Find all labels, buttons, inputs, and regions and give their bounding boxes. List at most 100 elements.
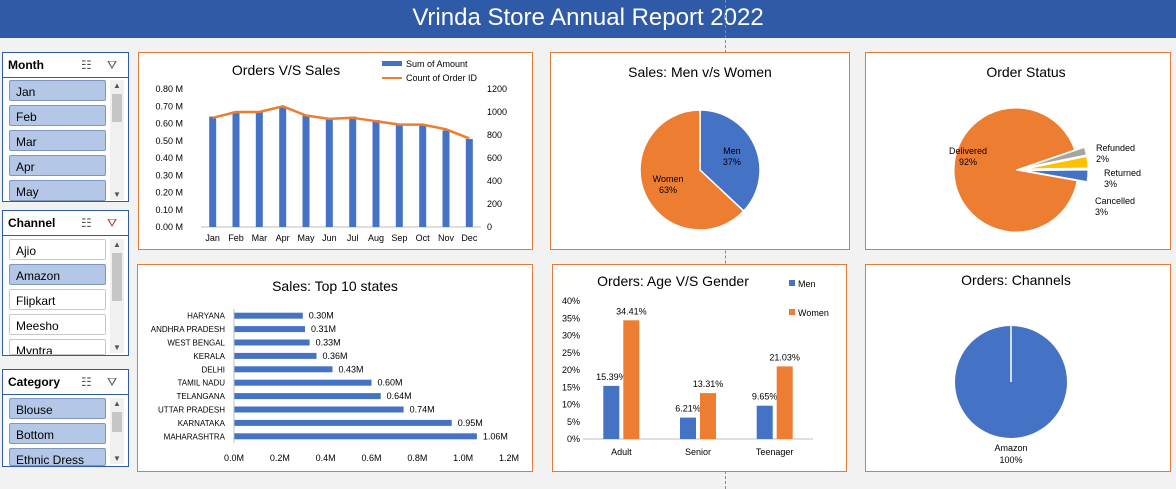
channel-scrollbar[interactable]: ▲ ▼ <box>110 239 124 353</box>
x-tick-label: 0.6M <box>361 453 381 463</box>
month-item-may[interactable]: May <box>9 180 106 201</box>
y-left-tick-label: 0.20 M <box>155 188 183 198</box>
sales-bar <box>372 120 380 227</box>
category-item-blouse[interactable]: Blouse <box>9 398 106 419</box>
channel-item-flipkart[interactable]: Flipkart <box>9 289 106 310</box>
state-bar <box>234 366 333 373</box>
state-bar <box>234 393 381 400</box>
x-tick-label: 0.2M <box>270 453 290 463</box>
scroll-up-icon[interactable]: ▲ <box>113 81 121 90</box>
bar-men <box>603 385 620 439</box>
y-right-tick-label: 800 <box>487 130 502 140</box>
channel-item-myntra[interactable]: Myntra <box>9 339 106 355</box>
y-tick-label: 40% <box>562 296 580 306</box>
state-value-label: 0.74M <box>410 405 435 415</box>
month-item-apr[interactable]: Apr <box>9 155 106 176</box>
state-value-label: 0.60M <box>378 378 403 388</box>
state-bar <box>234 339 310 346</box>
y-tick-label: 25% <box>562 348 580 358</box>
multi-select-icon[interactable]: ☷ <box>81 375 92 389</box>
state-label: UTTAR PRADESH <box>158 406 225 415</box>
y-tick-label: 20% <box>562 365 580 375</box>
category-item-bottom[interactable]: Bottom <box>9 423 106 444</box>
month-scroll-thumb[interactable] <box>112 94 122 122</box>
y-tick-label: 15% <box>562 382 580 392</box>
y-left-tick-label: 0.40 M <box>155 153 183 163</box>
channel-item-amazon[interactable]: Amazon <box>9 264 106 285</box>
age-vs-gender-panel[interactable]: Orders: Age V/S Gender 0% 5% 10% 15% 20% 25% 30… <box>552 264 847 472</box>
state-bar <box>234 379 372 386</box>
scroll-down-icon[interactable]: ▼ <box>113 190 121 199</box>
category-slicer-header: Category ☷ ⛛ <box>3 370 128 395</box>
order-status-panel[interactable]: Order Status Delivered 92% Refunded 2% Return… <box>865 52 1171 250</box>
sales-bar <box>442 130 450 227</box>
x-tick-label: 1.2M <box>499 453 519 463</box>
bar-women <box>776 366 793 439</box>
scroll-up-icon[interactable]: ▲ <box>113 399 121 408</box>
bar-value-label: 13.31% <box>693 379 724 389</box>
scroll-up-icon[interactable]: ▲ <box>113 240 121 249</box>
scroll-down-icon[interactable]: ▼ <box>113 343 121 352</box>
pie-slice-women <box>639 109 745 231</box>
pie-pct-amazon: 100% <box>999 455 1022 465</box>
channels-chart: Orders: Channels Amazon 100% <box>955 272 1071 465</box>
bar-value-label: 34.41% <box>616 306 647 316</box>
x-tick-label: Teenager <box>756 447 794 457</box>
state-label: WEST BENGAL <box>167 339 225 348</box>
multi-select-icon[interactable]: ☷ <box>81 216 92 230</box>
month-item-feb[interactable]: Feb <box>9 105 106 126</box>
orders-vs-sales-chart: Orders V/S Sales Sum of Amount Count of Or… <box>155 59 507 243</box>
x-tick-label: Feb <box>228 233 244 243</box>
legend-label-orders: Count of Order ID <box>406 73 478 83</box>
report-header: Vrinda Store Annual Report 2022 <box>0 0 1176 38</box>
category-slicer: Category ☷ ⛛ Blouse Bottom Ethnic Dress … <box>2 369 129 467</box>
sales-bar <box>349 116 357 227</box>
bar-men <box>680 417 696 439</box>
chart-title: Orders: Age V/S Gender <box>597 273 749 289</box>
legend-swatch-men <box>789 280 795 286</box>
multi-select-icon[interactable]: ☷ <box>81 58 92 72</box>
state-value-label: 0.33M <box>316 338 341 348</box>
channel-scroll-thumb[interactable] <box>112 253 122 301</box>
channel-item-ajio[interactable]: Ajio <box>9 239 106 260</box>
x-tick-label: Oct <box>416 233 431 243</box>
channel-slicer-header: Channel ☷ ⛛ <box>3 211 128 236</box>
men-vs-women-panel[interactable]: Sales: Men v/s Women Men 37% Women 63% <box>550 52 850 250</box>
orders-vs-sales-panel[interactable]: Orders V/S Sales Sum of Amount Count of Or… <box>138 52 533 250</box>
pie-pct-women: 63% <box>659 185 677 195</box>
pie-slice-men <box>699 109 761 213</box>
sales-bar <box>232 111 240 227</box>
clear-filter-icon[interactable]: ⛛ <box>107 216 118 230</box>
top-states-panel[interactable]: Sales: Top 10 states HARYANA 0.30M ANDHRA P… <box>137 264 533 472</box>
month-slicer-title: Month <box>8 58 44 72</box>
state-bar <box>234 406 404 413</box>
y-left-tick-label: 0.00 M <box>155 222 183 232</box>
report-title: Vrinda Store Annual Report 2022 <box>412 4 764 31</box>
clear-filter-icon[interactable]: ⛛ <box>107 58 118 72</box>
pie-label-cancelled: Cancelled <box>1095 196 1135 206</box>
category-slicer-title: Category <box>8 375 61 389</box>
channel-item-meesho[interactable]: Meesho <box>9 314 106 335</box>
month-scrollbar[interactable]: ▲ ▼ <box>110 80 124 200</box>
scroll-down-icon[interactable]: ▼ <box>113 454 121 463</box>
clear-filter-icon[interactable]: ⛛ <box>107 375 118 389</box>
y-right-tick-label: 400 <box>487 176 502 186</box>
month-item-jan[interactable]: Jan <box>9 80 106 101</box>
pie-slice-cancelled <box>1025 169 1089 183</box>
pie-slice-delivered <box>953 107 1078 233</box>
sales-bar <box>465 139 473 227</box>
x-tick-label: Senior <box>685 447 711 457</box>
chart-title: Sales: Top 10 states <box>272 278 398 294</box>
category-scroll-thumb[interactable] <box>112 412 122 432</box>
category-item-ethnic-dress[interactable]: Ethnic Dress <box>9 448 106 466</box>
legend-label-men: Men <box>798 279 816 289</box>
top-states-chart: Sales: Top 10 states HARYANA 0.30M ANDHRA P… <box>151 278 519 463</box>
y-left-tick-label: 0.70 M <box>155 101 183 111</box>
sales-bar <box>279 106 287 227</box>
category-scrollbar[interactable]: ▲ ▼ <box>110 398 124 464</box>
pie-slice-returned <box>1025 155 1089 170</box>
state-label: DELHI <box>201 365 225 374</box>
y-right-tick-label: 1000 <box>487 107 507 117</box>
month-item-mar[interactable]: Mar <box>9 130 106 151</box>
channels-panel[interactable]: Orders: Channels Amazon 100% <box>865 264 1171 472</box>
